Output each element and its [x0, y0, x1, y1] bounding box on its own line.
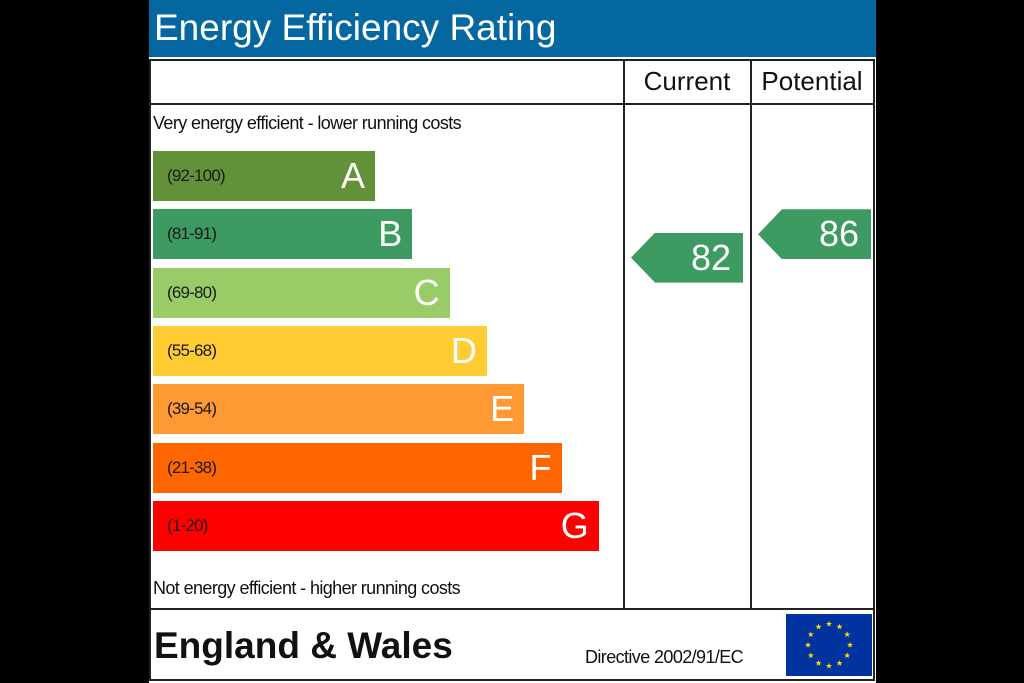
- title-bar: Energy Efficiency Rating: [149, 0, 876, 57]
- eu-star-icon: [815, 623, 822, 630]
- eu-star-icon: [825, 620, 833, 627]
- column-header-current: Current: [643, 66, 731, 96]
- rating-band-e: (39-54) E: [153, 384, 525, 435]
- rating-marker-value: 82: [690, 236, 731, 278]
- band-letter-label: F: [529, 446, 552, 488]
- band-range-label: (81-91): [167, 224, 217, 244]
- band-letter-label: C: [413, 271, 440, 313]
- eu-stars: [804, 620, 854, 669]
- caption-efficient: Very energy efficient - lower running co…: [153, 113, 462, 133]
- epc-chart: Energy Efficiency Rating Current Potenti…: [149, 0, 876, 683]
- rating-marker-potential: 86: [758, 209, 871, 260]
- rating-band-d: (55-68) D: [153, 325, 487, 376]
- band-range-label: (39-54): [167, 399, 217, 419]
- eu-star-icon: [807, 652, 814, 659]
- region-label: England & Wales: [154, 625, 453, 666]
- band-range-label: (21-38): [167, 457, 217, 477]
- eu-star-icon: [846, 641, 854, 648]
- rating-marker-value: 86: [818, 213, 859, 255]
- eu-star-icon: [815, 659, 822, 666]
- grid-lines: [149, 59, 875, 681]
- band-range-label: (69-80): [167, 282, 217, 302]
- rating-band-g: (1-20) G: [153, 500, 599, 551]
- band-range-label: (55-68): [167, 340, 217, 360]
- band-range-label: (1-20): [167, 515, 208, 535]
- eu-star-icon: [844, 652, 851, 659]
- eu-star-icon: [836, 623, 843, 630]
- caption-inefficient: Not energy efficient - higher running co…: [153, 578, 461, 598]
- band-letter-label: D: [450, 329, 477, 371]
- band-letter-label: A: [340, 155, 365, 196]
- eu-star-icon: [825, 662, 833, 669]
- rating-band-b: (81-91) B: [153, 209, 413, 260]
- eu-star-icon: [804, 641, 812, 648]
- band-letter-label: E: [490, 388, 515, 430]
- rating-band-f: (21-38) F: [153, 442, 562, 493]
- eu-star-icon: [844, 631, 851, 638]
- directive-label: Directive 2002/91/EC: [585, 647, 744, 667]
- band-letter-label: B: [378, 213, 403, 255]
- eu-flag-icon: [786, 614, 872, 676]
- rating-band-c: (69-80) C: [153, 267, 450, 318]
- rating-marker-current: 82: [631, 232, 743, 283]
- eu-star-icon: [807, 631, 814, 638]
- chart-title: Energy Efficiency Rating: [154, 7, 557, 48]
- eu-star-icon: [836, 659, 843, 666]
- column-header-potential: Potential: [761, 66, 863, 96]
- band-range-label: (92-100): [167, 166, 226, 185]
- band-letter-label: G: [560, 504, 589, 546]
- rating-band-a: (92-100) A: [153, 151, 375, 201]
